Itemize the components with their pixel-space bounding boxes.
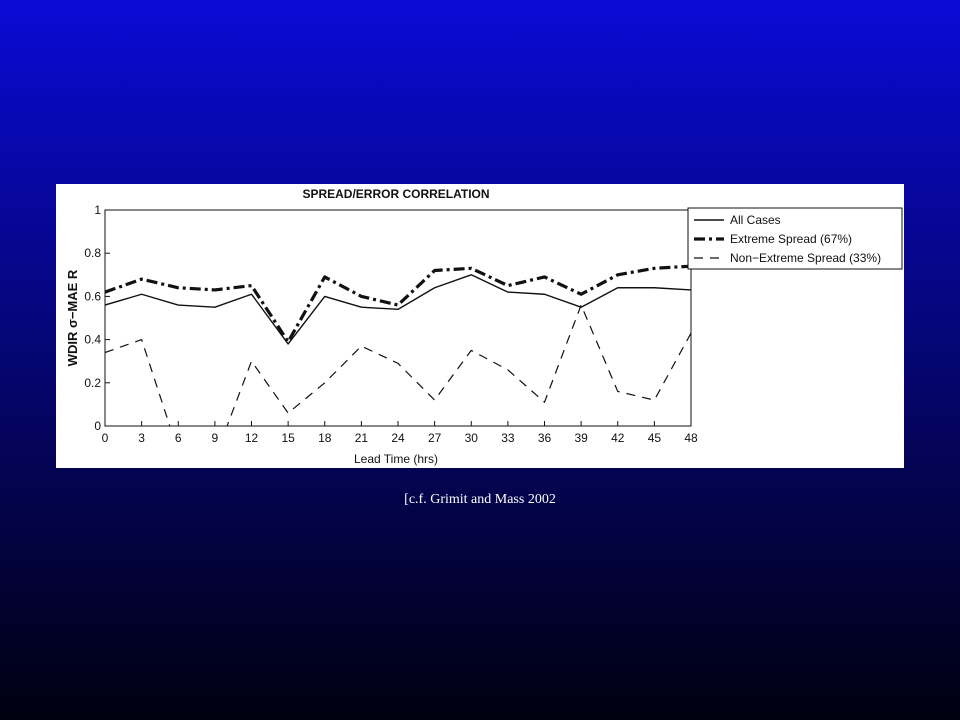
x-axis-label: Lead Time (hrs) [354, 452, 438, 466]
x-tick-label: 6 [175, 431, 182, 445]
x-tick-label: 30 [465, 431, 479, 445]
x-tick-label: 27 [428, 431, 442, 445]
legend-label-1: All Cases [730, 213, 781, 227]
x-tick-label: 21 [355, 431, 369, 445]
x-tick-label: 15 [281, 431, 295, 445]
x-tick-label: 18 [318, 431, 332, 445]
x-tick-label: 36 [538, 431, 552, 445]
chart-svg: SPREAD/ERROR CORRELATION 0 3 6 9 12 15 18 21 24 2… [65, 187, 903, 466]
series-layer [105, 264, 691, 426]
y-tick-label: 1 [94, 203, 101, 217]
x-tick-label: 12 [245, 431, 259, 445]
x-tick-label: 9 [212, 431, 219, 445]
series-line-3 [105, 304, 691, 426]
chart-figure: SPREAD/ERROR CORRELATION 0 3 6 9 12 15 18 21 24 2… [56, 184, 904, 468]
plot-area-frame [104, 209, 692, 427]
x-tick-label: 33 [501, 431, 515, 445]
series-line-1 [105, 274, 691, 345]
legend-label-2: Extreme Spread (67%) [730, 232, 852, 246]
x-tick-label: 24 [391, 431, 405, 445]
x-tick-label: 39 [574, 431, 588, 445]
x-tick-label: 42 [611, 431, 625, 445]
x-tick-label: 48 [684, 431, 698, 445]
citation-caption: [c.f. Grimit and Mass 2002 [404, 492, 556, 507]
y-tick-label: 0.2 [84, 376, 101, 390]
y-tick-label: 0.6 [84, 289, 101, 303]
chart-title: SPREAD/ERROR CORRELATION [302, 187, 489, 201]
y-axis-label: WDIR σ−MAE R [65, 269, 80, 366]
series-line-2 [105, 264, 691, 344]
x-tick-label: 3 [138, 431, 145, 445]
y-tick-label: 0.4 [84, 333, 101, 347]
y-tick-label: 0 [94, 419, 101, 433]
x-tick-label: 0 [102, 431, 109, 445]
legend: All Cases Extreme Spread (67%) Non−Extreme… [687, 207, 903, 270]
y-tick-label: 0.8 [84, 246, 101, 260]
axis-ticks: 0 3 6 9 12 15 18 21 24 27 30 33 36 39 42 45 4800.20.40.6… [84, 203, 698, 445]
x-tick-label: 45 [648, 431, 662, 445]
legend-label-3: Non−Extreme Spread (33%) [730, 251, 881, 265]
